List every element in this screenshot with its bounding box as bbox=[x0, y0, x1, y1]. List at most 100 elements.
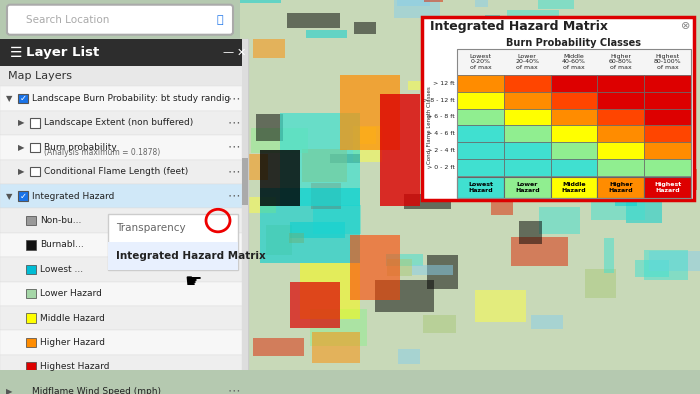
Bar bbox=[644, 142, 691, 159]
Bar bbox=[251, 128, 308, 153]
Bar bbox=[108, 242, 238, 270]
Bar bbox=[387, 258, 412, 276]
Text: Layer List: Layer List bbox=[26, 46, 99, 59]
Bar bbox=[350, 171, 379, 190]
Bar bbox=[302, 149, 346, 182]
FancyBboxPatch shape bbox=[108, 214, 238, 270]
Bar bbox=[306, 0, 356, 26]
Bar bbox=[457, 159, 504, 175]
Bar bbox=[242, 158, 248, 204]
Text: Higher
60-80%
of max: Higher 60-80% of max bbox=[609, 54, 633, 70]
Bar bbox=[0, 111, 242, 135]
Bar bbox=[280, 113, 360, 206]
Bar bbox=[644, 125, 691, 142]
Bar bbox=[644, 75, 691, 92]
Bar bbox=[597, 177, 644, 198]
Text: Landscape Extent (non buffered): Landscape Extent (non buffered) bbox=[44, 119, 193, 127]
Bar bbox=[597, 159, 644, 175]
Bar bbox=[649, 251, 700, 271]
Bar bbox=[446, 46, 488, 74]
Bar bbox=[551, 159, 597, 175]
Bar bbox=[637, 143, 668, 167]
Bar bbox=[412, 265, 453, 275]
Bar bbox=[512, 230, 547, 255]
Text: Lower Hazard: Lower Hazard bbox=[40, 289, 102, 298]
Bar bbox=[393, 0, 440, 18]
Bar bbox=[591, 187, 645, 220]
Text: Lowest
Hazard: Lowest Hazard bbox=[468, 182, 493, 193]
Bar bbox=[0, 379, 242, 394]
Text: ⋯: ⋯ bbox=[228, 165, 240, 178]
Bar bbox=[526, 133, 540, 159]
Bar bbox=[635, 260, 669, 277]
Bar bbox=[26, 216, 36, 225]
Bar bbox=[644, 109, 691, 125]
Bar bbox=[585, 269, 616, 298]
Bar bbox=[457, 142, 504, 159]
Text: ☰: ☰ bbox=[10, 46, 22, 59]
Bar bbox=[423, 315, 456, 333]
Bar bbox=[18, 191, 28, 201]
Bar bbox=[26, 362, 36, 372]
Bar bbox=[300, 263, 360, 319]
Bar bbox=[634, 34, 681, 58]
Bar bbox=[427, 255, 458, 289]
Text: ▶: ▶ bbox=[18, 119, 25, 127]
Bar bbox=[475, 0, 489, 7]
Bar bbox=[526, 108, 580, 137]
Bar bbox=[504, 177, 551, 198]
Bar bbox=[457, 125, 504, 142]
Bar bbox=[307, 30, 346, 37]
Text: Burnabl...: Burnabl... bbox=[40, 240, 84, 249]
Bar bbox=[597, 92, 644, 109]
Text: > 2 - 4 ft: > 2 - 4 ft bbox=[427, 148, 455, 153]
Bar bbox=[526, 94, 554, 110]
Bar bbox=[0, 257, 242, 282]
Bar bbox=[475, 290, 526, 322]
Bar bbox=[30, 118, 40, 128]
Bar bbox=[330, 154, 360, 164]
Bar bbox=[475, 48, 486, 85]
Text: Integrated Hazard: Integrated Hazard bbox=[32, 191, 114, 201]
Text: Highest
Hazard: Highest Hazard bbox=[654, 182, 681, 193]
Text: Transparency: Transparency bbox=[116, 223, 186, 233]
Bar bbox=[641, 169, 696, 190]
Bar bbox=[644, 250, 687, 280]
Text: (Analysis maximum = 0.1878): (Analysis maximum = 0.1878) bbox=[44, 149, 160, 158]
Bar bbox=[457, 109, 504, 125]
Bar bbox=[512, 344, 530, 368]
Bar bbox=[461, 81, 502, 117]
Bar bbox=[504, 142, 551, 159]
Bar bbox=[597, 125, 644, 142]
Bar bbox=[457, 75, 504, 92]
Text: Lowest ...: Lowest ... bbox=[40, 265, 83, 274]
Bar bbox=[0, 66, 248, 86]
Bar bbox=[424, 0, 442, 2]
Bar bbox=[644, 159, 691, 175]
Bar bbox=[0, 39, 248, 370]
Bar bbox=[18, 94, 28, 103]
Bar bbox=[597, 142, 644, 159]
Bar bbox=[0, 355, 242, 379]
Bar bbox=[0, 160, 242, 184]
Bar bbox=[312, 332, 360, 363]
Text: Non-bu...: Non-bu... bbox=[40, 216, 81, 225]
Bar bbox=[454, 59, 475, 85]
Bar bbox=[354, 22, 376, 34]
Bar bbox=[314, 205, 360, 234]
Bar bbox=[311, 183, 341, 209]
Bar bbox=[353, 126, 382, 162]
Text: Search Location: Search Location bbox=[26, 15, 109, 25]
Bar bbox=[290, 222, 345, 238]
Bar bbox=[538, 207, 580, 234]
Text: ▼: ▼ bbox=[6, 191, 13, 201]
Bar bbox=[240, 0, 281, 3]
Bar bbox=[253, 338, 304, 356]
Bar bbox=[26, 289, 36, 299]
Bar bbox=[551, 109, 597, 125]
Text: ⋯: ⋯ bbox=[228, 92, 240, 105]
Bar bbox=[253, 39, 286, 58]
Bar bbox=[379, 206, 393, 231]
Bar bbox=[519, 221, 542, 244]
Text: Highest
80-100%
of max: Highest 80-100% of max bbox=[654, 54, 681, 70]
